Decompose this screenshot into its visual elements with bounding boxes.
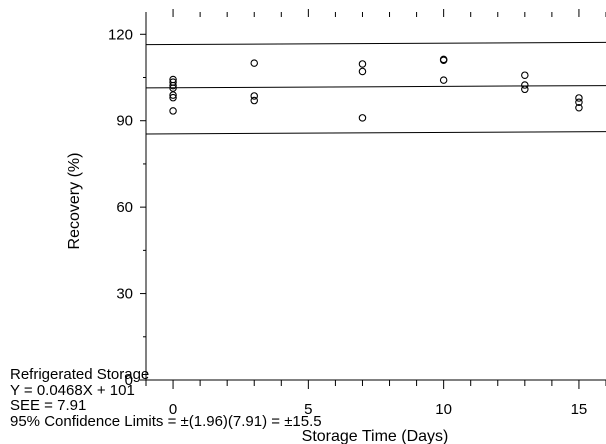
x-tick-label: 15	[571, 401, 588, 418]
lower-limit-line	[145, 131, 606, 135]
y-tick-label: 0	[125, 372, 133, 389]
y-tick-label: 30	[116, 286, 133, 303]
y-axis-title: Recovery (%)	[66, 153, 83, 250]
data-point	[439, 76, 448, 84]
data-point	[169, 107, 177, 115]
upper-limit-line	[145, 41, 606, 46]
data-point	[358, 67, 367, 76]
data-point	[250, 59, 258, 67]
annotation-equation: Y = 0.0468X + 101	[10, 382, 135, 399]
data-point	[169, 93, 177, 102]
fit-lines	[145, 41, 606, 135]
data-point	[575, 104, 583, 112]
annotation-confidence-limits: 95% Confidence Limits = ±(1.96)(7.91) = …	[10, 413, 322, 430]
data-point	[521, 81, 529, 89]
data-point	[575, 98, 583, 107]
x-tick-label: 10	[435, 401, 452, 418]
y-tick-label: 90	[116, 113, 133, 130]
data-point	[250, 92, 258, 100]
data-point	[169, 81, 177, 90]
data-point	[575, 94, 583, 102]
y-tick-label: 60	[116, 199, 133, 216]
data-point	[439, 56, 448, 64]
x-tick-label: 0	[169, 401, 177, 418]
data-point	[250, 96, 258, 105]
regression-line	[145, 85, 606, 89]
data-point	[521, 85, 529, 94]
annotation-see: SEE = 7.91	[10, 397, 87, 414]
data-points	[169, 55, 583, 122]
tick-labels: 0 30 60 90 120 0 5 10 15	[108, 26, 587, 418]
data-point	[521, 71, 529, 79]
x-tick-label: 5	[304, 401, 312, 418]
annotation-condition: Refrigerated Storage	[10, 366, 150, 383]
data-point	[358, 114, 367, 122]
data-point	[358, 60, 367, 68]
x-axis-title: Storage Time (Days)	[302, 428, 449, 444]
y-tick-label: 120	[108, 26, 133, 43]
axes	[140, 9, 606, 389]
data-point	[169, 91, 177, 99]
